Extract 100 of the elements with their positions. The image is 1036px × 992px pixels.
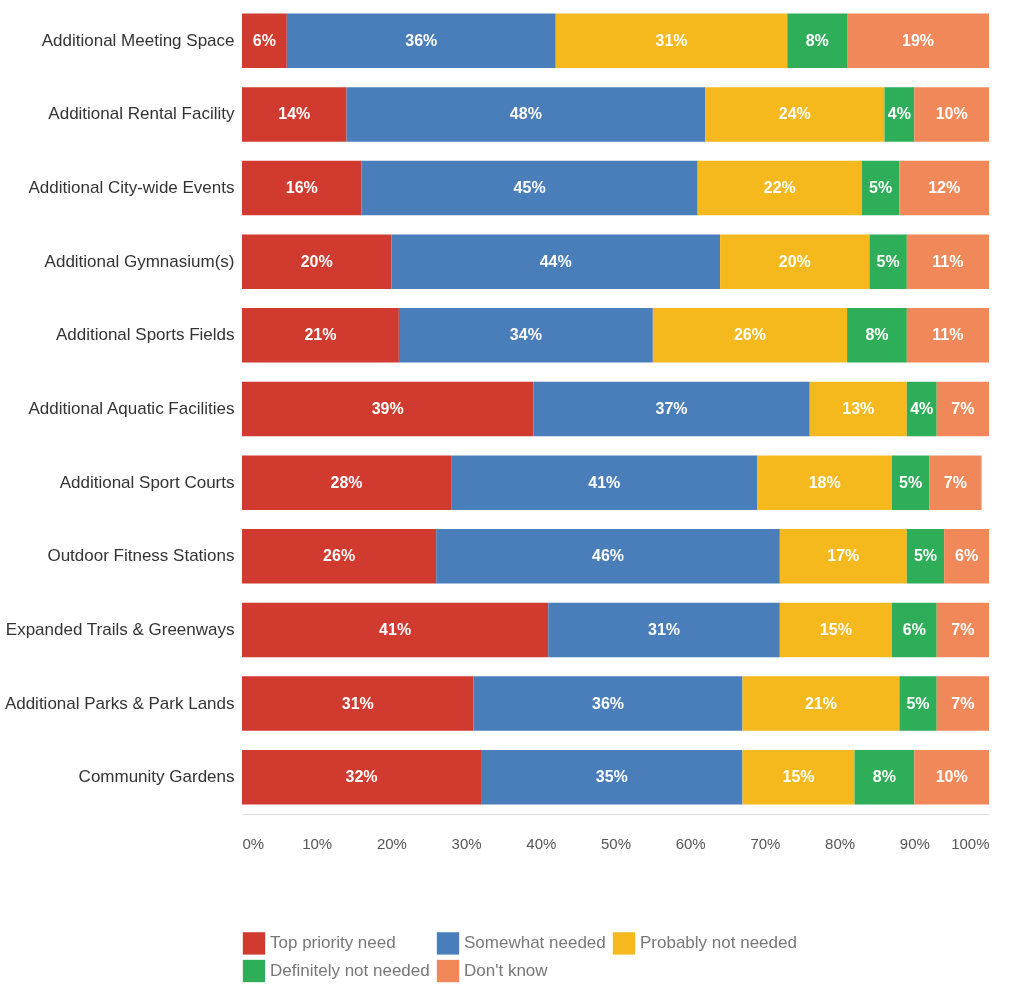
bar [705,87,885,142]
bar [473,676,743,731]
data-label: 46% [592,547,625,565]
data-label: 16% [285,179,318,197]
bar [346,87,706,142]
data-label: 8% [805,31,829,49]
data-label: 4% [910,400,934,417]
bar [914,749,989,805]
bar [742,749,855,805]
y-tick-label: Community Gardens [78,767,235,787]
data-label: 35% [595,768,628,786]
y-tick-label: Additional City-wide Events [28,178,235,198]
bar [906,308,989,363]
bar [944,529,989,584]
bar [720,234,870,289]
legend-label: Probably not needed [640,933,797,953]
legend-label: Somewhat needed [464,933,606,953]
bar [652,308,848,363]
data-label: 7% [951,400,975,417]
data-label: 15% [782,768,815,786]
y-tick-label: Additional Gymnasium(s) [44,251,235,271]
bar [779,602,892,658]
bar [242,602,549,658]
y-tick-label: Outdoor Fitness Stations [47,546,235,566]
bar [548,602,780,658]
bar [787,13,848,69]
data-label: 36% [405,31,438,49]
legend-label: Don't know [464,961,549,980]
y-tick-label: Additional Rental Facility [48,104,235,124]
data-label: 8% [865,326,889,344]
legend-label: Definitely not needed [270,961,430,980]
x-tick-label: 70% [750,834,781,852]
data-label: 10% [935,768,968,786]
data-label: 5% [906,694,930,712]
data-label: 21% [804,694,837,712]
y-tick-label: Additional Meeting Space [41,30,235,50]
bar [742,676,900,731]
data-label: 5% [869,179,893,197]
data-label: 7% [951,694,975,712]
data-label: 32% [345,768,378,786]
data-label: 10% [935,105,968,123]
data-label: 41% [379,620,412,638]
bar [242,455,452,510]
bar [242,234,392,289]
bar [391,234,721,289]
bar [533,381,810,437]
data-label: 21% [304,326,337,344]
data-label: 44% [539,252,572,270]
bar [451,455,758,510]
data-label: 22% [763,179,796,197]
legend-label: Top priority need [270,933,396,953]
data-label: 41% [588,473,621,491]
data-label: 26% [733,326,766,344]
bar [929,455,982,510]
data-label: 6% [955,547,979,565]
bar [906,529,945,584]
bar [914,87,989,142]
bar [242,749,482,805]
data-label: 39% [371,400,404,417]
data-label: 13% [842,400,875,417]
bar [936,602,989,658]
y-tick-label: Additional Sport Courts [59,472,235,492]
data-label: 11% [932,252,964,270]
x-tick-label: 80% [825,834,856,852]
data-label: 28% [330,473,363,491]
bar [779,529,907,584]
data-label: 5% [876,252,900,270]
data-label: 11% [932,326,964,344]
x-tick-label: 100% [951,834,990,852]
y-tick-label: Expanded Trails & Greenways [5,619,235,639]
bar [906,234,989,289]
x-tick-label: 20% [376,834,407,852]
data-label: 20% [300,252,333,270]
bar [847,308,907,363]
bar [555,13,788,69]
x-tick-label: 0% [242,834,265,852]
y-tick-label: Additional Sports Fields [55,325,235,345]
data-label: 7% [943,473,967,491]
bar [242,308,399,363]
bar [884,87,915,142]
data-label: 31% [655,31,688,49]
x-tick-label: 60% [675,834,706,852]
data-label: 5% [899,473,923,491]
bar [809,381,907,437]
data-label: 17% [827,547,860,565]
data-label: 4% [887,105,911,123]
data-label: 31% [648,620,681,638]
bar [869,234,907,289]
bar [242,529,437,584]
data-label: 45% [513,179,546,197]
data-label: 18% [808,473,841,491]
data-label: 6% [252,31,276,49]
bar [899,160,989,216]
bar [854,749,915,805]
data-label: 48% [509,105,542,123]
data-label: 7% [951,620,975,638]
data-label: 26% [323,547,356,565]
data-label: 15% [819,620,852,638]
bar [697,160,863,216]
data-label: 8% [872,768,896,786]
